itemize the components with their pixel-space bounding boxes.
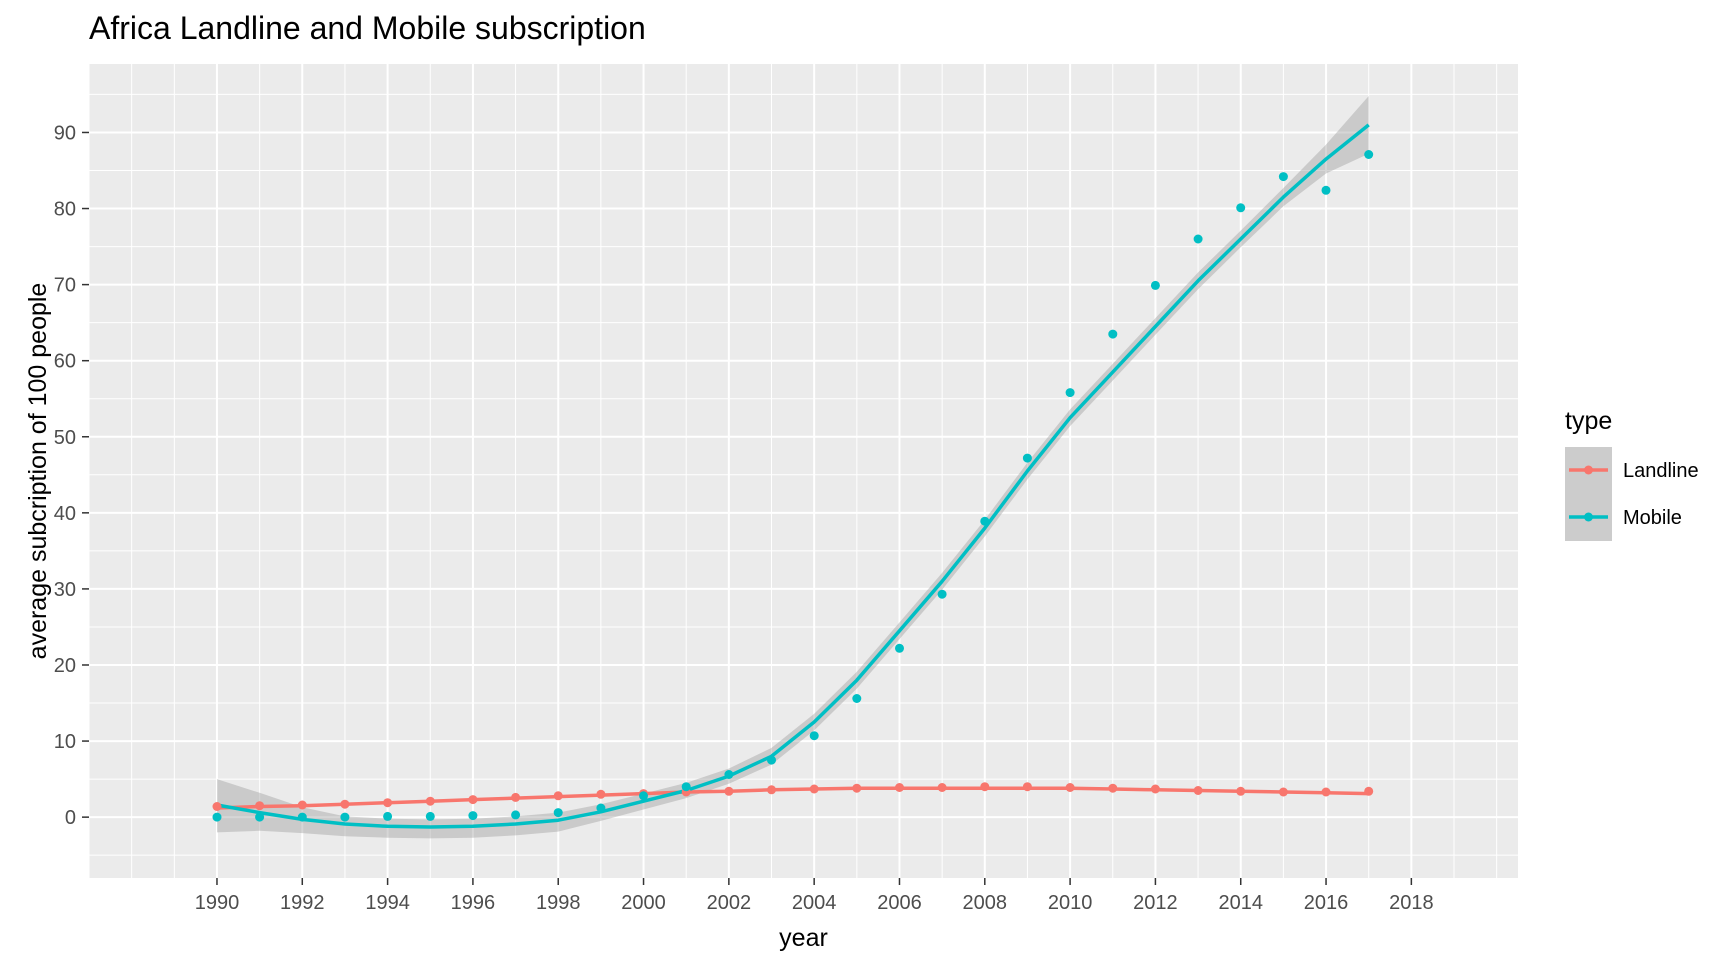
mobile-data-point: [297, 812, 307, 822]
landline-data-point: [425, 796, 435, 806]
x-tick-label: 2008: [963, 892, 1008, 914]
landline-data-point: [937, 783, 947, 792]
landline-data-point: [596, 789, 606, 799]
mobile-data-point: [767, 755, 776, 765]
y-axis-title: average subcription of 100 people: [24, 283, 52, 660]
landline-data-point: [1065, 783, 1075, 792]
landline-data-point: [852, 783, 862, 793]
y-tick-label: 90: [54, 122, 76, 144]
x-axis-ticks: 1990 1992 1994 1996 1998 2000 2002 2004 2006 2008…: [195, 878, 1434, 914]
x-tick-label: 1992: [280, 892, 325, 914]
mobile-data-point: [255, 812, 265, 822]
major-gridlines: [89, 64, 1518, 878]
landline-data-point: [809, 784, 819, 794]
x-tick-label: 2006: [877, 892, 922, 914]
data-points: [212, 150, 1374, 822]
y-tick-label: 20: [54, 655, 76, 677]
minor-gridlines: [88, 64, 1518, 878]
landline-data-point: [1364, 786, 1374, 796]
mobile-data-point: [980, 516, 990, 526]
landline-data-point: [1236, 786, 1246, 796]
mobile-data-point: [1278, 172, 1288, 182]
x-tick-label: 2004: [792, 892, 837, 914]
legend-title: type: [1565, 407, 1612, 435]
landline-data-point: [255, 801, 265, 811]
mobile-data-point: [809, 731, 819, 741]
y-tick-label: 60: [54, 351, 76, 373]
y-tick-label: 0: [65, 807, 76, 829]
x-tick-label: 2018: [1389, 892, 1434, 914]
landline-data-point: [1108, 783, 1118, 793]
landline-data-point: [1321, 787, 1331, 797]
y-axis-ticks: 0 10 20 30 40 50 60 70 80 90: [54, 122, 89, 829]
x-tick-label: 1990: [195, 892, 240, 914]
landline-data-point: [468, 795, 478, 805]
landline-data-point: [297, 800, 307, 810]
mobile-data-point: [1236, 203, 1246, 213]
mobile-data-point: [1364, 150, 1374, 159]
mobile-data-point: [937, 589, 947, 599]
mobile-data-point: [596, 803, 606, 813]
landline-data-point: [1022, 782, 1032, 792]
mobile-data-point: [1193, 234, 1203, 244]
mobile-data-point: [1321, 185, 1331, 195]
landline-data-point: [553, 791, 563, 801]
landline-data-point: [511, 792, 521, 802]
landline-legend-label: Landline: [1623, 460, 1699, 482]
x-axis-title: year: [779, 924, 828, 952]
mobile-data-point: [511, 810, 521, 820]
mobile-data-point: [340, 812, 350, 822]
x-tick-label: 2000: [621, 892, 666, 914]
landline-data-point: [212, 802, 222, 811]
x-tick-label: 2012: [1133, 892, 1178, 914]
x-tick-label: 1998: [536, 892, 581, 914]
mobile-data-point: [212, 812, 222, 822]
mobile-data-point: [383, 811, 393, 821]
mobile-data-point: [468, 811, 478, 821]
landline-data-point: [1278, 787, 1288, 797]
y-tick-label: 40: [54, 503, 76, 525]
mobile-data-point: [1022, 453, 1032, 463]
mobile-smooth-line: [216, 123, 1370, 829]
landline-legend-dot: [1584, 465, 1593, 475]
mobile-data-point: [553, 808, 563, 818]
x-tick-label: 1996: [451, 892, 496, 914]
landline-data-point: [1150, 784, 1160, 794]
x-tick-label: 1994: [365, 892, 410, 914]
mobile-legend-label: Mobile: [1623, 507, 1682, 529]
mobile-data-point: [724, 770, 734, 779]
landline-data-point: [767, 785, 776, 795]
landline-data-point: [724, 786, 734, 796]
mobile-data-point: [852, 694, 862, 703]
mobile-data-point: [895, 643, 904, 653]
mobile-data-point: [425, 811, 435, 821]
legend-keys: Landline Mobile: [1565, 447, 1699, 541]
landline-data-point: [1193, 786, 1203, 795]
mobile-legend-dot: [1584, 512, 1593, 522]
y-tick-label: 70: [54, 275, 76, 297]
x-tick-label: 2010: [1048, 892, 1093, 914]
mobile-data-point: [1108, 329, 1118, 339]
mobile-data-point: [1065, 388, 1075, 398]
landline-data-point: [340, 799, 350, 809]
landline-data-point: [383, 798, 393, 808]
x-tick-label: 2016: [1304, 892, 1349, 914]
y-tick-label: 30: [54, 579, 76, 601]
mobile-data-point: [681, 782, 691, 792]
x-tick-label: 2014: [1218, 892, 1263, 914]
mobile-data-point: [639, 791, 648, 801]
chart-title: Africa Landline and Mobile subscription: [89, 10, 646, 46]
y-tick-label: 50: [54, 427, 76, 449]
mobile-data-point: [1150, 280, 1160, 290]
legend: type Landline Mobile: [1565, 407, 1699, 541]
y-tick-label: 80: [54, 199, 76, 221]
y-tick-label: 10: [54, 731, 76, 753]
x-tick-label: 2002: [707, 892, 752, 914]
landline-smooth-line: [216, 786, 1369, 810]
landline-data-point: [895, 783, 904, 792]
smooth-lines: [216, 123, 1370, 829]
landline-data-point: [980, 782, 990, 792]
